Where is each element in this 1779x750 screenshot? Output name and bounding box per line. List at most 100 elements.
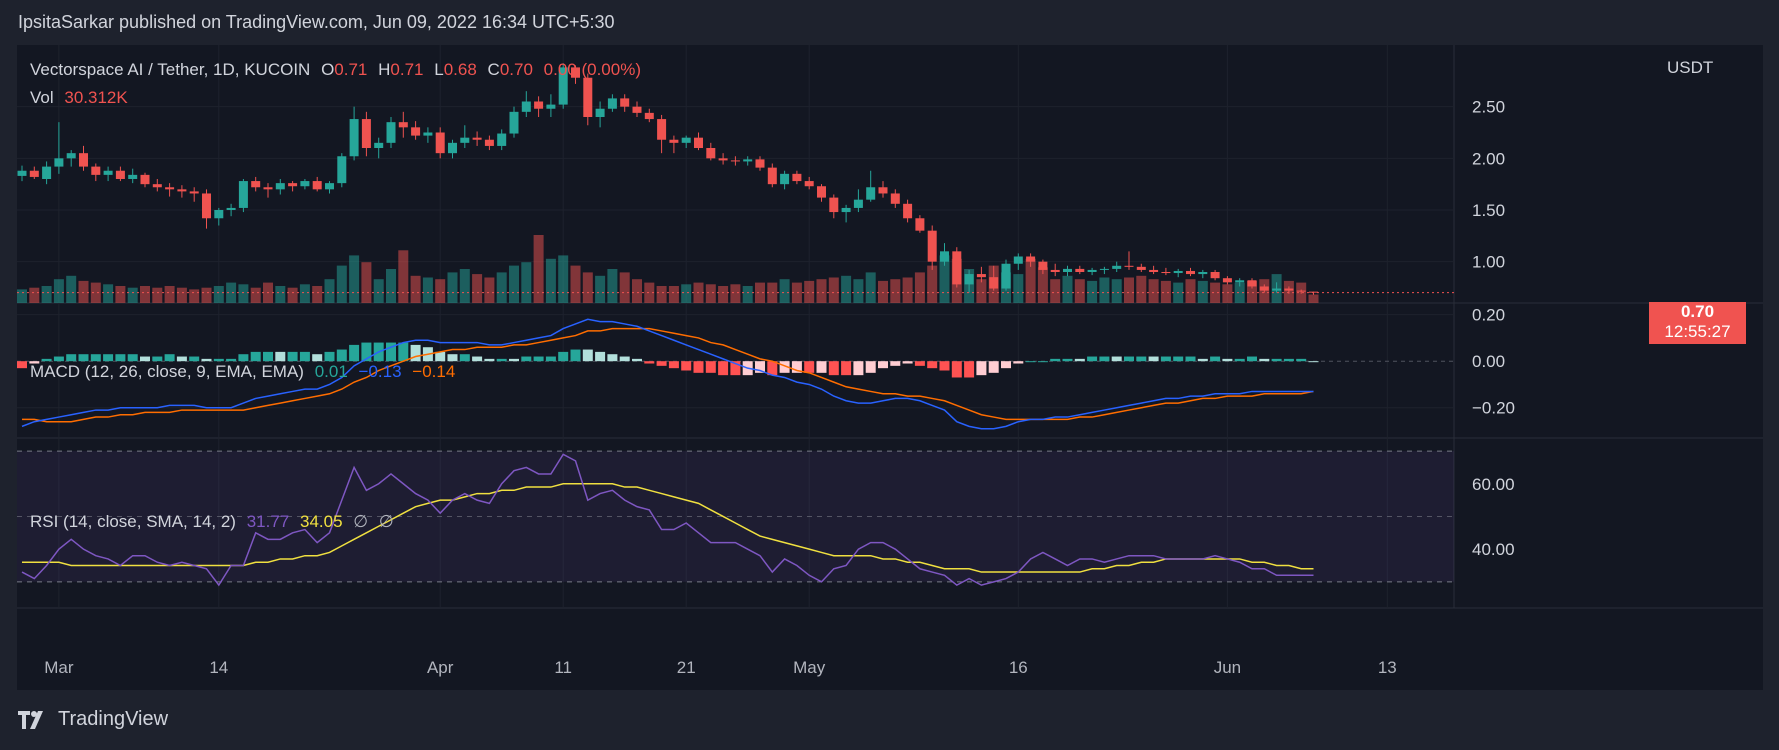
macd-histogram-bar <box>939 361 950 371</box>
volume-bar <box>632 279 642 303</box>
candle-body <box>853 199 863 208</box>
macd-histogram-bar <box>17 361 27 369</box>
volume-bar <box>1197 280 1208 303</box>
macd-histogram-bar <box>632 358 642 362</box>
macd-histogram-bar <box>238 354 249 362</box>
footer-brand[interactable]: TradingView <box>18 708 168 731</box>
candle-body <box>1272 288 1282 291</box>
macd-histogram-bar <box>705 361 716 373</box>
candle-body <box>79 153 88 167</box>
macd-histogram-bar <box>115 354 126 362</box>
macd-histogram-bar <box>226 358 237 362</box>
macd-histogram-bar <box>890 361 901 366</box>
macd-histogram-bar <box>164 354 175 362</box>
candle-body <box>595 108 605 117</box>
macd-histogram-bar <box>1025 361 1036 363</box>
candle-body <box>17 170 27 176</box>
macd-histogram-bar <box>1050 358 1061 362</box>
volume-bar <box>865 272 876 303</box>
candle-body <box>718 158 728 161</box>
candle-body <box>509 111 519 134</box>
macd-histogram-bar <box>927 361 938 369</box>
volume-bar <box>201 287 212 303</box>
macd-histogram-bar <box>324 351 335 362</box>
candle-body <box>915 218 925 231</box>
candle-body <box>177 189 187 192</box>
volume-bar <box>459 269 470 303</box>
volume-bar <box>914 272 925 303</box>
macd-histogram-bar <box>951 361 962 378</box>
chart-svg[interactable]: Mar 14 Apr 11 21 May 16 Jun 13 2.50 2.00 1.50 1.00 0.… <box>17 45 1763 690</box>
volume-bar <box>533 235 544 303</box>
rsi-label[interactable]: RSI (14, close, SMA, 14, 2) <box>30 512 236 531</box>
volume-bar <box>1185 279 1196 303</box>
macd-line-value: −0.13 <box>358 362 402 381</box>
candle-body <box>1235 280 1245 283</box>
symbol-name[interactable]: Vectorspace AI / Tether, 1D, KUCOIN <box>30 60 311 79</box>
candle-body <box>1013 256 1023 264</box>
time-axis-label: 16 <box>1009 658 1028 677</box>
macd-histogram-bar <box>656 361 667 366</box>
candle-body <box>534 101 544 109</box>
candle-body <box>583 77 593 117</box>
macd-histogram-bar <box>1136 356 1147 362</box>
volume-bar <box>496 272 507 303</box>
volume-bar <box>176 287 187 303</box>
candle-body <box>448 142 457 154</box>
volume-bar <box>312 286 323 303</box>
volume-bar <box>238 284 249 303</box>
candle-body <box>1026 256 1036 262</box>
macd-histogram-bar <box>533 356 544 362</box>
open-value: 0.71 <box>334 60 368 79</box>
candle-body <box>1198 272 1208 275</box>
volume-bar <box>373 279 384 303</box>
candle-body <box>1136 266 1146 270</box>
macd-histogram-bar <box>1259 358 1270 362</box>
macd-histogram-bar <box>1296 358 1307 362</box>
macd-axis-tick: −0.20 <box>1472 399 1515 418</box>
macd-histogram-bar <box>644 361 655 364</box>
candle-body <box>275 183 285 190</box>
candle-body <box>657 119 667 140</box>
candle-body <box>546 104 556 109</box>
candle-body <box>792 173 802 182</box>
chart-area[interactable]: Mar 14 Apr 11 21 May 16 Jun 13 2.50 2.00 1.50 1.00 0.… <box>17 45 1763 690</box>
volume-bar <box>78 280 89 303</box>
macd-histogram-bar <box>287 351 298 362</box>
volume-legend: Vol 30.312K <box>30 88 134 108</box>
volume-bar <box>804 280 815 303</box>
macd-histogram-bar <box>964 361 975 378</box>
candle-body <box>1063 268 1072 272</box>
time-axis-label: 14 <box>209 658 228 677</box>
vol-label[interactable]: Vol <box>30 88 54 107</box>
candle-body <box>817 186 826 198</box>
time-axis-label: 13 <box>1378 658 1397 677</box>
candle-body <box>361 119 371 148</box>
macd-histogram-bar <box>902 361 913 364</box>
macd-histogram-bar <box>41 358 52 362</box>
rsi-legend: RSI (14, close, SMA, 14, 2) 31.77 34.05 … <box>30 512 400 532</box>
candle-body <box>706 148 716 159</box>
macd-histogram-bar <box>595 351 606 362</box>
candle-body <box>1075 268 1085 272</box>
volume-bar <box>828 277 839 303</box>
candle-body <box>927 230 937 262</box>
candle-body <box>866 187 876 200</box>
macd-histogram-bar <box>1111 356 1122 362</box>
candle-body <box>1296 290 1306 292</box>
macd-histogram-bar <box>312 354 323 362</box>
brand-name: TradingView <box>58 708 169 730</box>
macd-histogram-bar <box>681 361 692 371</box>
macd-histogram-bar <box>1124 356 1134 362</box>
low-value: 0.68 <box>443 60 477 79</box>
candle-body <box>1247 280 1257 287</box>
volume-bar <box>595 275 606 303</box>
volume-bar <box>1247 280 1257 303</box>
macd-histogram-bar <box>1308 361 1319 363</box>
macd-histogram-bar <box>1271 358 1282 362</box>
price-axis-tick: 1.50 <box>1472 201 1505 220</box>
rsi-band-fill <box>17 451 1454 582</box>
volume-bar <box>127 287 138 303</box>
volume-bar <box>1111 279 1122 303</box>
macd-label[interactable]: MACD (12, 26, close, 9, EMA, EMA) <box>30 362 304 381</box>
